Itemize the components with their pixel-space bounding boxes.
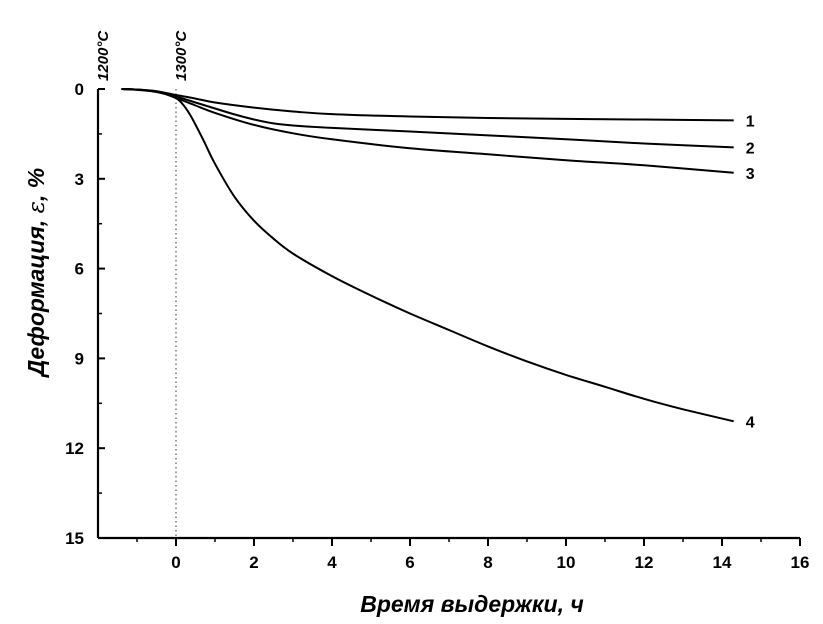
y-axis-title-symbol: ε xyxy=(24,201,50,213)
x-tick-label: 2 xyxy=(249,553,258,572)
x-tick-label: 16 xyxy=(791,553,810,572)
temperature-label: 1200°C xyxy=(95,30,112,81)
x-tick-label: 12 xyxy=(635,553,654,572)
series-group xyxy=(121,88,734,423)
temperature-label: 1300°C xyxy=(173,30,190,81)
y-tick-label: 15 xyxy=(65,529,84,548)
y-axis-title-prefix: Деформация, xyxy=(23,213,49,378)
series-line-4 xyxy=(121,88,734,423)
y-tick-label: 9 xyxy=(75,349,84,368)
series-label-4: 4 xyxy=(746,414,755,431)
y-tick-label: 6 xyxy=(75,260,84,279)
x-axis-title: Время выдержки, ч xyxy=(360,591,584,617)
x-tick-label: 4 xyxy=(327,553,337,572)
series-label-1: 1 xyxy=(746,113,755,130)
x-tick-label: 10 xyxy=(557,553,576,572)
y-axis-title: Деформация, ε, % xyxy=(23,168,50,378)
x-tick-label: 0 xyxy=(171,553,180,572)
x-tick-label: 8 xyxy=(483,553,492,572)
labels-group: 1200°C 1300°C 1 2 3 4 xyxy=(95,30,755,432)
x-tick-label: 6 xyxy=(405,553,414,572)
series-label-3: 3 xyxy=(746,166,755,183)
y-tick-label: 0 xyxy=(75,80,84,99)
series-label-2: 2 xyxy=(746,140,755,157)
y-axis-title-suffix: , % xyxy=(23,168,49,202)
y-tick-label: 3 xyxy=(75,170,84,189)
x-tick-label: 14 xyxy=(713,553,732,572)
y-tick-label: 12 xyxy=(65,439,84,458)
